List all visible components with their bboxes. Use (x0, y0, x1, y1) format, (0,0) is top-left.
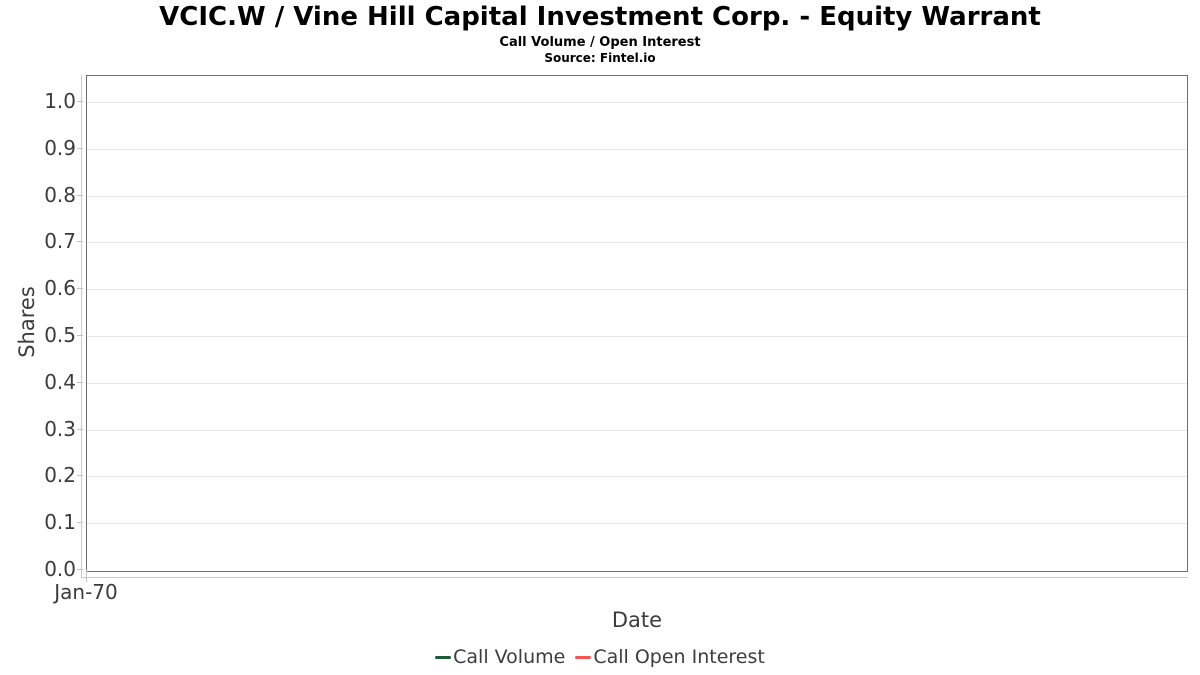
legend-series-marker (435, 655, 452, 659)
chart-source: Source: Fintel.io (544, 51, 656, 65)
y-tick (77, 101, 83, 102)
x-axis-line (81, 577, 1188, 578)
y-tick (77, 569, 83, 570)
y-tick-label: 0.6 (44, 276, 76, 300)
y-tick (77, 148, 83, 149)
chart-title: VCIC.W / Vine Hill Capital Investment Co… (159, 2, 1041, 32)
gridline (87, 289, 1187, 290)
plot-area (86, 75, 1188, 572)
y-axis-line (81, 75, 82, 577)
legend-item[interactable]: Call Open Interest (575, 646, 765, 668)
gridline (87, 336, 1187, 337)
y-tick-label: 0.0 (44, 557, 76, 581)
legend-series-marker (575, 655, 592, 659)
gridline (87, 242, 1187, 243)
y-tick-label: 0.7 (44, 229, 76, 253)
y-tick-label: 0.1 (44, 510, 76, 534)
y-tick-label: 1.0 (44, 89, 76, 113)
legend-series-label: Call Open Interest (593, 646, 765, 668)
y-tick (77, 335, 83, 336)
y-tick-label: 0.4 (44, 370, 76, 394)
chart-subtitle: Call Volume / Open Interest (499, 35, 701, 50)
y-tick (77, 475, 83, 476)
gridline (87, 476, 1187, 477)
gridline (87, 149, 1187, 150)
gridline (87, 196, 1187, 197)
y-tick (77, 195, 83, 196)
y-tick-label: 0.9 (44, 136, 76, 160)
x-tick (86, 570, 87, 582)
y-tick (77, 522, 83, 523)
y-tick (77, 382, 83, 383)
x-tick-label: Jan-70 (54, 580, 118, 604)
gridline (87, 383, 1187, 384)
gridline (87, 102, 1187, 103)
legend-series-label: Call Volume (453, 646, 566, 668)
y-tick-label: 0.5 (44, 323, 76, 347)
y-tick-label: 0.3 (44, 417, 76, 441)
y-tick (77, 241, 83, 242)
gridline (87, 523, 1187, 524)
gridline (87, 430, 1187, 431)
y-tick (77, 429, 83, 430)
y-tick-label: 0.8 (44, 183, 76, 207)
legend: Call Volume Call Open Interest (0, 646, 1200, 668)
legend-item[interactable]: Call Volume (435, 646, 565, 668)
y-tick (77, 288, 83, 289)
y-tick-label: 0.2 (44, 463, 76, 487)
x-axis-title: Date (611, 608, 663, 632)
